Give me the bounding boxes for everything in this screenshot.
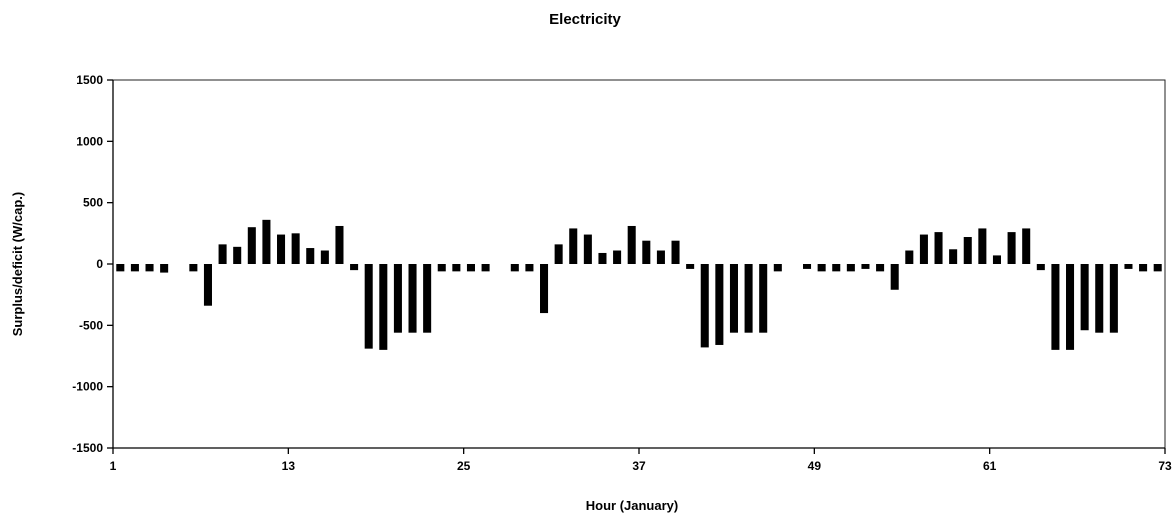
bar-hour-68 bbox=[1080, 264, 1089, 331]
bar-hour-46 bbox=[759, 264, 768, 333]
bar-hour-29 bbox=[510, 264, 519, 272]
bar-hour-64 bbox=[1022, 228, 1031, 264]
chart-title: Electricity bbox=[549, 11, 621, 28]
bar-hour-41 bbox=[686, 264, 695, 269]
plot-frame bbox=[112, 79, 1166, 449]
bar-hour-7 bbox=[189, 264, 198, 272]
bar-hour-32 bbox=[554, 244, 563, 264]
bar-hour-13 bbox=[277, 234, 286, 264]
bar-hour-57 bbox=[919, 234, 928, 264]
bar-hour-61 bbox=[978, 228, 987, 264]
bar-hour-56 bbox=[905, 250, 914, 264]
bar-hour-31 bbox=[540, 264, 549, 314]
bar-hour-17 bbox=[335, 225, 344, 264]
bar-hour-18 bbox=[350, 264, 359, 271]
bar-hour-2 bbox=[116, 264, 125, 272]
bar-hour-11 bbox=[247, 227, 256, 264]
bar-hour-26 bbox=[466, 264, 475, 272]
y-axis-label: Surplus/deficit (W/cap.) bbox=[10, 192, 25, 336]
bar-hour-43 bbox=[715, 264, 724, 345]
x-tick-label: 49 bbox=[808, 459, 822, 473]
bar-hour-36 bbox=[613, 250, 622, 264]
bar-hour-20 bbox=[379, 264, 388, 350]
bar-hour-55 bbox=[890, 264, 899, 290]
bar-hour-8 bbox=[203, 264, 212, 306]
bar-hour-9 bbox=[218, 244, 227, 264]
bar-hour-24 bbox=[437, 264, 446, 272]
bar-hour-15 bbox=[306, 248, 315, 264]
bar-hour-51 bbox=[832, 264, 841, 272]
x-axis-label: Hour (January) bbox=[586, 498, 678, 513]
bar-hour-38 bbox=[642, 240, 651, 264]
bar-hour-66 bbox=[1051, 264, 1060, 350]
axes-group: 1500 1000 500 0 -500 -1000 -1500 1 13 25 37 49 61 73 bbox=[72, 73, 1172, 473]
bar-hour-73 bbox=[1153, 264, 1162, 272]
x-tick-label: 73 bbox=[1158, 459, 1172, 473]
bar-hour-25 bbox=[452, 264, 461, 272]
bar-hour-21 bbox=[393, 264, 402, 333]
y-tick-label: 1500 bbox=[76, 73, 103, 87]
bar-hour-16 bbox=[320, 250, 329, 264]
x-tick-label: 25 bbox=[457, 459, 471, 473]
bar-hour-30 bbox=[525, 264, 534, 272]
bar-hour-40 bbox=[671, 240, 680, 264]
bar-hour-47 bbox=[773, 264, 782, 272]
bar-hour-39 bbox=[656, 250, 665, 264]
y-tick-label: -1000 bbox=[72, 380, 103, 394]
bar-hour-63 bbox=[1007, 232, 1016, 264]
bar-hour-50 bbox=[817, 264, 826, 272]
y-tick-label: -1500 bbox=[72, 441, 103, 455]
bar-hour-70 bbox=[1109, 264, 1118, 333]
bar-hour-34 bbox=[583, 234, 592, 264]
bar-hour-67 bbox=[1066, 264, 1075, 350]
bar-hour-27 bbox=[481, 264, 490, 272]
y-tick-label: 1000 bbox=[76, 134, 103, 148]
bar-hour-22 bbox=[408, 264, 417, 333]
bar-hour-12 bbox=[262, 219, 271, 264]
bar-hour-69 bbox=[1095, 264, 1104, 333]
x-tick-label: 37 bbox=[632, 459, 646, 473]
bar-hour-44 bbox=[729, 264, 738, 333]
bar-hour-71 bbox=[1124, 264, 1133, 269]
bar-hour-72 bbox=[1139, 264, 1148, 272]
bars-group bbox=[116, 219, 1162, 350]
bar-hour-53 bbox=[861, 264, 870, 269]
y-tick-label: -500 bbox=[79, 318, 103, 332]
bar-hour-62 bbox=[992, 255, 1001, 264]
bar-hour-42 bbox=[700, 264, 709, 348]
bar-hour-35 bbox=[598, 252, 607, 264]
bar-hour-59 bbox=[949, 249, 958, 264]
bar-hour-3 bbox=[130, 264, 139, 272]
bar-hour-33 bbox=[569, 228, 578, 264]
bar-hour-52 bbox=[846, 264, 855, 272]
x-tick-label: 61 bbox=[983, 459, 997, 473]
bar-hour-4 bbox=[145, 264, 154, 272]
bar-hour-65 bbox=[1036, 264, 1045, 271]
x-tick-label: 13 bbox=[282, 459, 296, 473]
bar-hour-19 bbox=[364, 264, 373, 349]
y-tick-label: 500 bbox=[83, 196, 103, 210]
bar-hour-10 bbox=[233, 246, 242, 264]
y-tick-label: 0 bbox=[96, 257, 103, 271]
bar-hour-14 bbox=[291, 233, 300, 264]
bar-hour-49 bbox=[803, 264, 812, 269]
bar-hour-5 bbox=[160, 264, 169, 273]
bar-hour-58 bbox=[934, 232, 943, 264]
bar-hour-54 bbox=[876, 264, 885, 272]
bar-hour-23 bbox=[423, 264, 432, 333]
bar-hour-45 bbox=[744, 264, 753, 333]
bar-hour-37 bbox=[627, 225, 636, 264]
bar-hour-60 bbox=[963, 237, 972, 264]
x-tick-label: 1 bbox=[110, 459, 117, 473]
